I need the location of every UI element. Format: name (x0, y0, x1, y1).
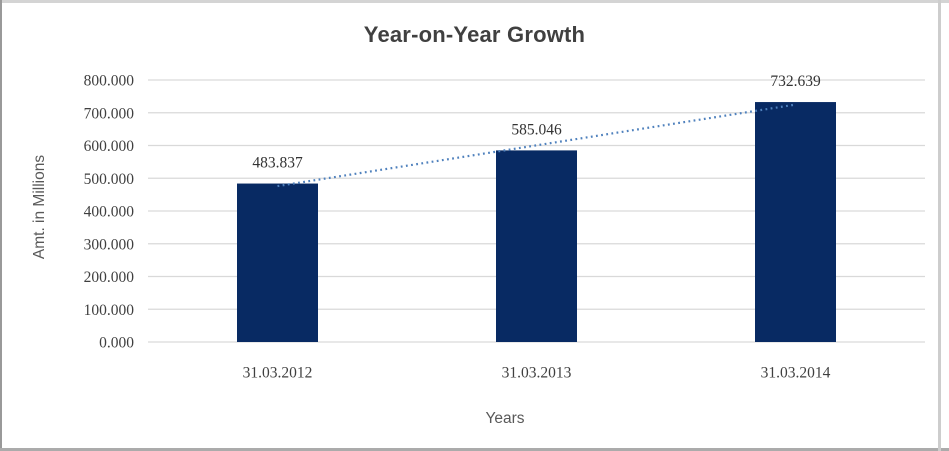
y-tick-label: 800.000 (84, 73, 135, 90)
y-tick-label: 0.000 (99, 335, 134, 352)
y-tick-label: 600.000 (84, 138, 135, 155)
data-label: 585.046 (511, 121, 562, 138)
trendline (277, 103, 796, 188)
y-tick-label: 500.000 (84, 171, 135, 188)
data-label: 732.639 (770, 73, 821, 90)
data-label: 483.837 (252, 155, 303, 172)
y-axis-title: Amt. in Millions (31, 154, 48, 260)
y-tick-label: 100.000 (84, 302, 135, 319)
frame-border-top (0, 0, 949, 3)
y-tick-label: 400.000 (84, 204, 135, 221)
x-tick-label: 31.03.2014 (761, 365, 831, 382)
bar (237, 183, 318, 342)
y-tick-label: 300.000 (84, 236, 135, 253)
y-tick-label: 200.000 (84, 269, 135, 286)
chart-title: Year-on-Year Growth (363, 22, 586, 47)
x-tick-label: 31.03.2013 (502, 365, 572, 382)
frame-border-bottom (0, 448, 949, 451)
frame-border-right (938, 0, 941, 451)
bar (755, 102, 836, 342)
bar (496, 150, 577, 342)
frame-border-left (0, 0, 2, 451)
x-tick-label: 31.03.2012 (243, 365, 313, 382)
x-axis-title: Years (485, 410, 525, 427)
y-tick-label: 700.000 (84, 105, 135, 122)
